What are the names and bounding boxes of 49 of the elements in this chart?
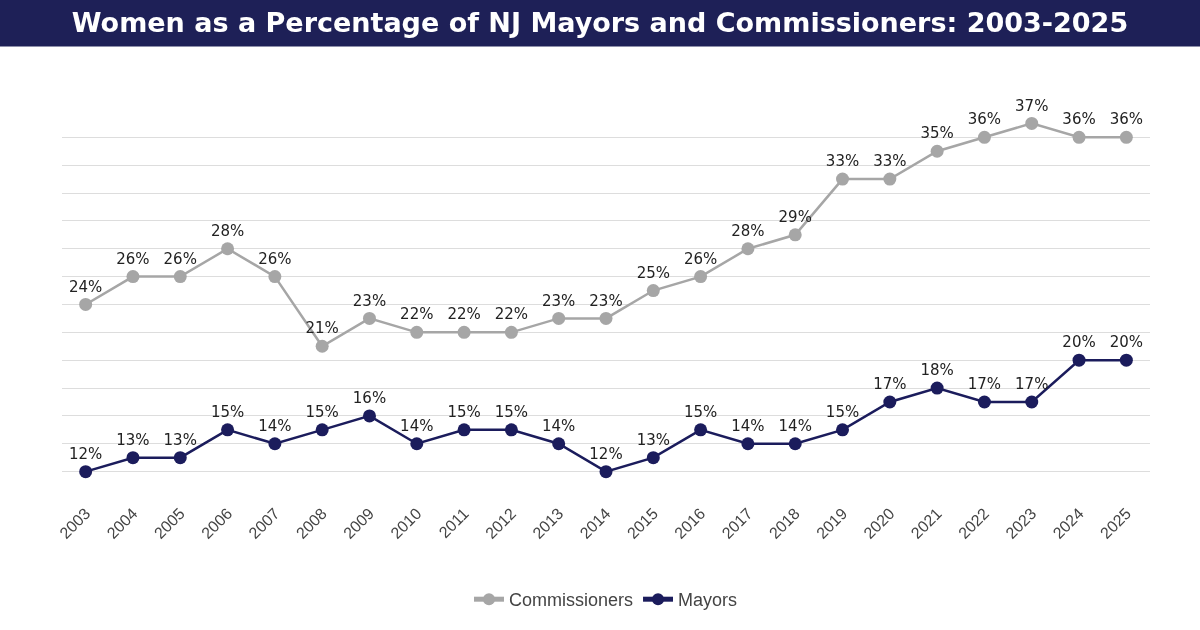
data-label: 15% xyxy=(494,402,529,421)
chart-title: Women as a Percentage of NJ Mayors and Commissioners: 2003-2025 xyxy=(71,6,1129,38)
data-label: 29% xyxy=(778,207,812,226)
data-label: 14% xyxy=(731,416,765,435)
data-label: 14% xyxy=(778,416,812,435)
data-label: 20% xyxy=(1062,333,1096,352)
data-label: 15% xyxy=(447,402,481,421)
data-label: 26% xyxy=(258,249,292,268)
data-label: 28% xyxy=(210,221,245,240)
data-label: 12% xyxy=(68,444,103,463)
data-label: 13% xyxy=(163,430,197,449)
data-label: 33% xyxy=(825,152,860,171)
data-label: 36% xyxy=(1109,110,1144,129)
data-label: 15% xyxy=(825,402,860,421)
data-label: 17% xyxy=(967,375,1002,394)
data-label: 26% xyxy=(116,249,150,268)
data-label: 17% xyxy=(1015,375,1049,394)
data-label: 24% xyxy=(68,277,103,296)
data-label: 15% xyxy=(683,402,718,421)
data-label: 36% xyxy=(1062,110,1096,129)
data-label: 21% xyxy=(305,319,339,338)
legend-label: Commissioners xyxy=(509,590,634,611)
data-label: 26% xyxy=(683,249,718,268)
data-label: 12% xyxy=(589,444,623,463)
data-label: 20% xyxy=(1109,333,1144,352)
data-label: 28% xyxy=(731,221,765,240)
data-label: 17% xyxy=(873,375,907,394)
data-label: 22% xyxy=(447,305,481,324)
data-label: 14% xyxy=(258,416,292,435)
data-label: 13% xyxy=(636,430,670,449)
data-label: 14% xyxy=(542,416,576,435)
data-label: 18% xyxy=(920,361,954,380)
data-label: 16% xyxy=(352,389,387,408)
data-label: 33% xyxy=(873,152,907,171)
data-label: 26% xyxy=(163,249,197,268)
data-label: 35% xyxy=(920,124,954,143)
data-label: 13% xyxy=(116,430,150,449)
data-label: 23% xyxy=(589,291,623,310)
data-label: 37% xyxy=(1015,96,1049,115)
data-label: 14% xyxy=(400,416,434,435)
data-label: 23% xyxy=(542,291,576,310)
data-label: 15% xyxy=(305,402,339,421)
data-label: 23% xyxy=(352,291,387,310)
data-label: 15% xyxy=(210,402,245,421)
legend-label: Mayors xyxy=(678,590,738,611)
data-label: 22% xyxy=(400,305,434,324)
data-label: 36% xyxy=(967,110,1002,129)
data-label: 22% xyxy=(494,305,529,324)
data-label: 25% xyxy=(636,263,670,282)
